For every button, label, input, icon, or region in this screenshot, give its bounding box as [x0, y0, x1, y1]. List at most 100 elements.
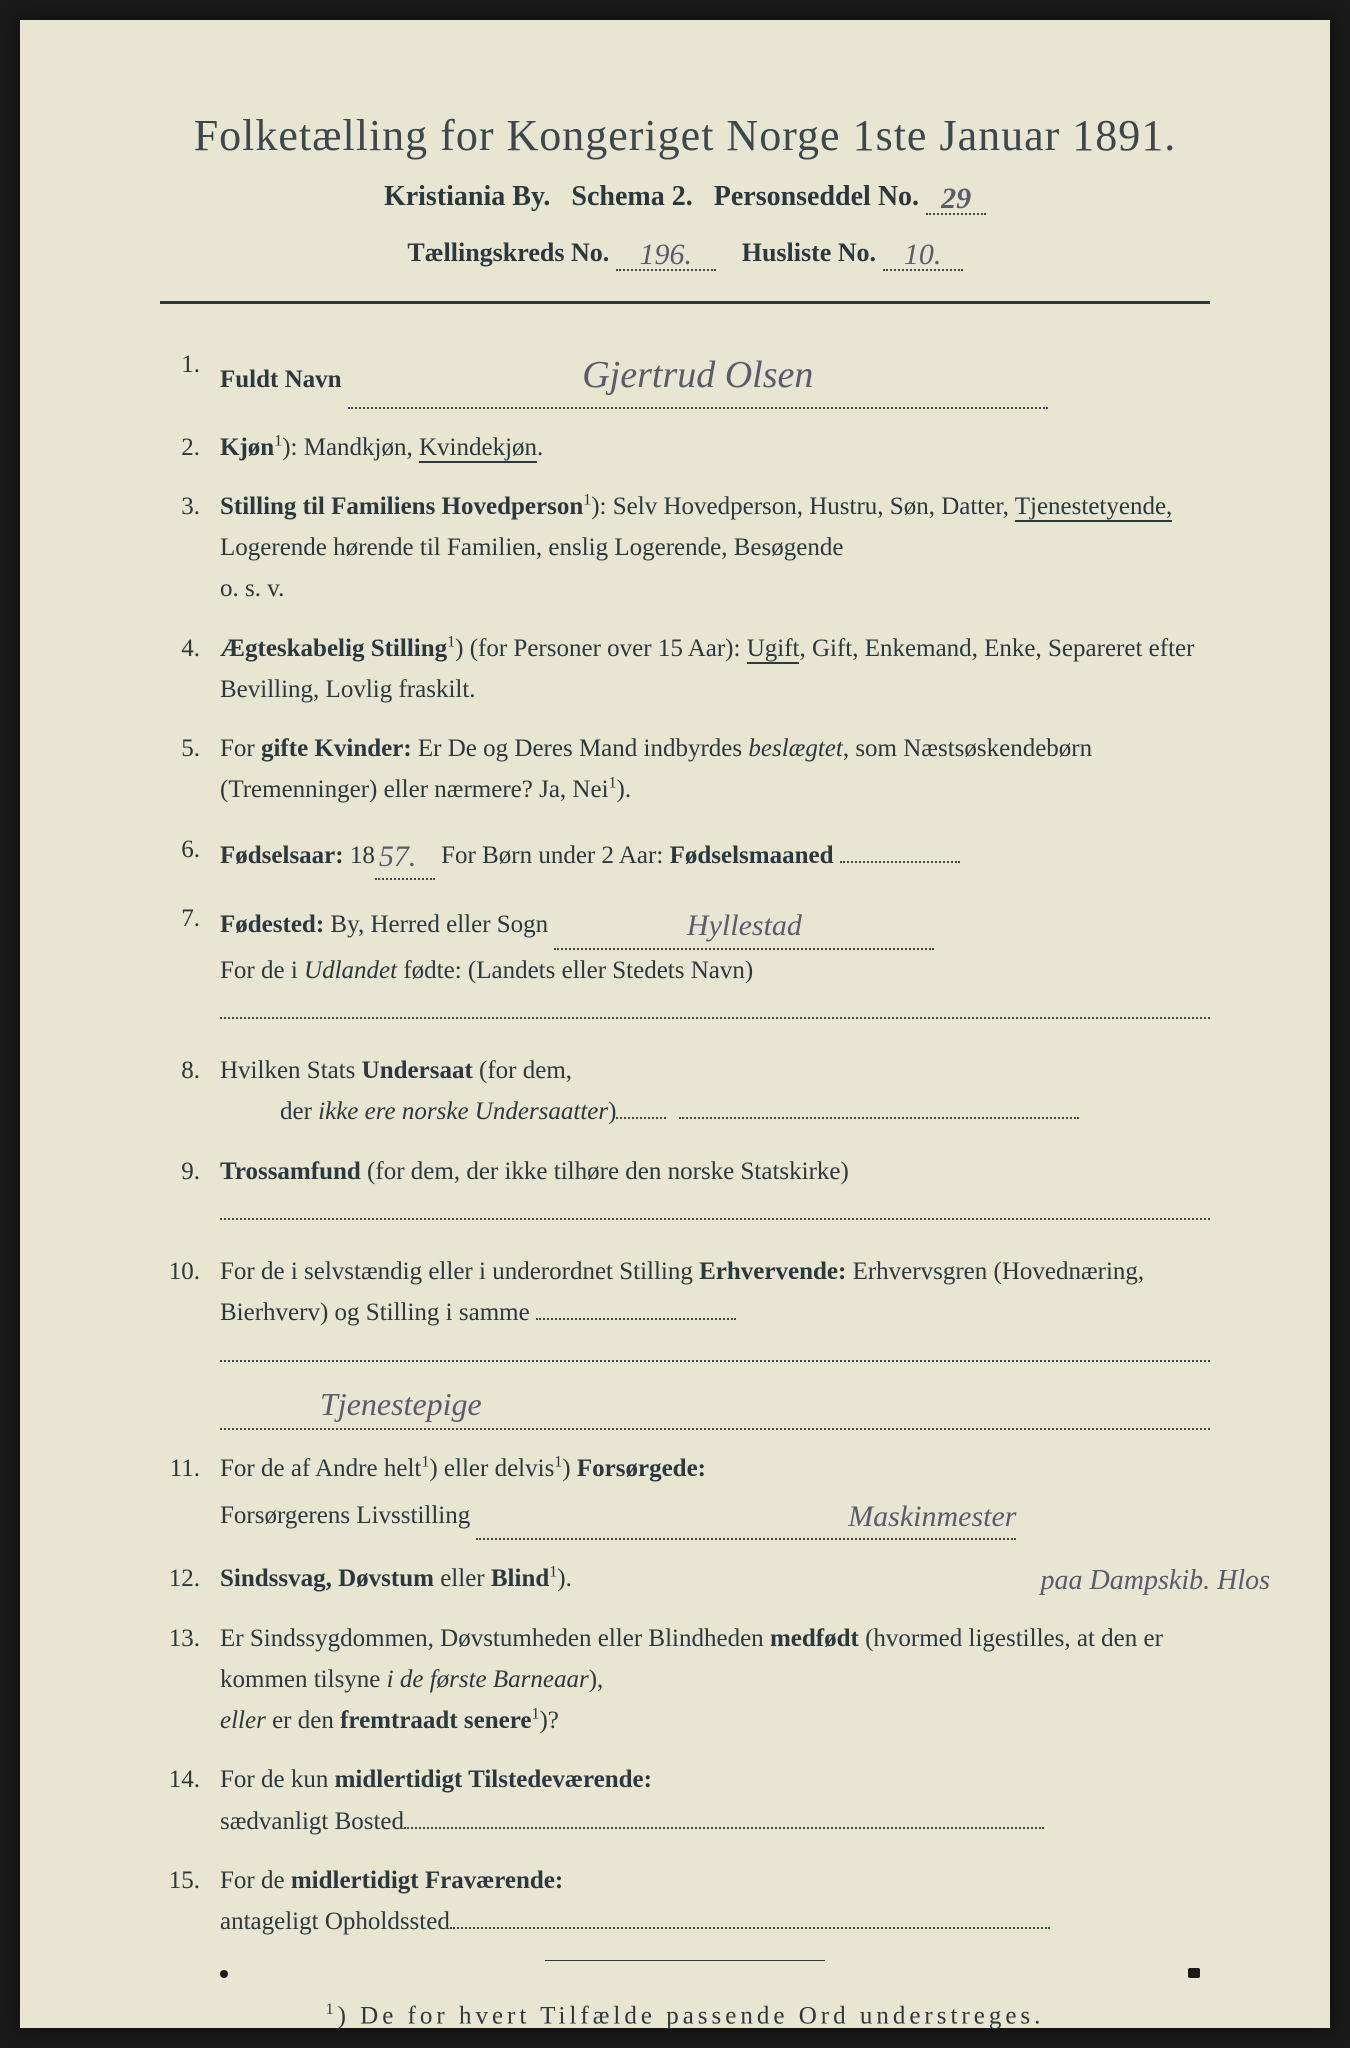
- text-b: .: [537, 434, 543, 461]
- footnote-rule: [545, 1960, 825, 1961]
- text2: Logerende hørende til Familien, enslig L…: [220, 534, 843, 561]
- em: ikke ere norske Undersaatter: [318, 1098, 608, 1125]
- seddel-no-field: 29: [926, 179, 986, 215]
- label: Stilling til Familiens Hovedperson: [220, 493, 583, 520]
- sup: 1: [609, 775, 617, 792]
- em: i de første Barneaar: [387, 1666, 589, 1693]
- text2: ) eller delvis: [429, 1455, 554, 1482]
- text4: ): [608, 1098, 616, 1125]
- text4: er den: [266, 1707, 340, 1734]
- label2: Blind: [491, 1565, 549, 1592]
- label: Fuldt Navn: [220, 366, 342, 393]
- text3: ),: [589, 1666, 604, 1693]
- item-num: 6.: [160, 829, 220, 881]
- stilling-selected: Tjenestetyende,: [1015, 493, 1173, 522]
- em2: eller: [220, 1707, 266, 1734]
- disability-note: paa Dampskib. Hlos: [1041, 1558, 1270, 1604]
- provider-field: Maskinmester: [476, 1489, 1016, 1541]
- label: Kjøn: [220, 434, 274, 461]
- indent-row: der ikke ere norske Undersaatter): [220, 1098, 1079, 1125]
- text2: (for dem,: [473, 1057, 572, 1084]
- schema: Schema 2.: [571, 181, 692, 212]
- em: Udlandet: [304, 957, 397, 984]
- text3: fødte: (Landets eller Stedets Navn): [397, 957, 753, 984]
- subheader-row: Tællingskreds No. 196. Husliste No. 10.: [160, 235, 1210, 271]
- item-6: 6. Fødselsaar: 1857. For Børn under 2 Aa…: [160, 829, 1210, 881]
- label: Trossamfund: [220, 1158, 361, 1185]
- item-5: 5. For gifte Kvinder: Er De og Deres Man…: [160, 728, 1210, 811]
- text-a: For: [220, 735, 261, 762]
- item-num: 10.: [160, 1251, 220, 1430]
- item-num: 15.: [160, 1860, 220, 1943]
- item-8: 8. Hvilken Stats Undersaat (for dem, der…: [160, 1050, 1210, 1133]
- text2: For de i: [220, 957, 304, 984]
- text: Hvilken Stats: [220, 1057, 362, 1084]
- husliste-no: 10.: [904, 238, 942, 271]
- text2: ).: [557, 1565, 572, 1592]
- residence-field: [404, 1827, 1044, 1829]
- birthplace-value: Hyllestad: [687, 909, 802, 942]
- text: For de af Andre helt: [220, 1455, 421, 1482]
- item-13: 13. Er Sindssygdommen, Døvstumheden elle…: [160, 1618, 1210, 1742]
- footnote-sup: 1: [326, 2001, 338, 2018]
- occ-value: Tjenestepige: [320, 1386, 482, 1422]
- birthplace-line2: [220, 999, 1210, 1019]
- form-items: 1. Fuldt Navn Gjertrud Olsen 2. Kjøn1): …: [160, 344, 1210, 1942]
- item-content: For de kun midlertidigt Tilstedeværende:…: [220, 1759, 1210, 1842]
- kreds-no-field: 196.: [616, 235, 716, 271]
- item-content: Ægteskabelig Stilling1) (for Personer ov…: [220, 628, 1210, 711]
- month-field: [840, 861, 960, 863]
- item-num: 12.: [160, 1558, 220, 1599]
- item-7: 7. Fødested: By, Herred eller Sogn Hylle…: [160, 898, 1210, 1032]
- whereabouts-field: [450, 1927, 1050, 1929]
- husliste-no-field: 10.: [883, 235, 963, 271]
- item-content: Kjøn1): Mandkjøn, Kvindekjøn.: [220, 427, 1210, 468]
- provider-value: Maskinmester: [848, 1500, 1016, 1533]
- religion-field: [220, 1200, 1210, 1220]
- item-num: 8.: [160, 1050, 220, 1133]
- occ-line2: [220, 1342, 1210, 1362]
- text: ) (for Personer over 15 Aar):: [455, 635, 747, 662]
- item-num: 13.: [160, 1618, 220, 1742]
- item-content: Fuldt Navn Gjertrud Olsen: [220, 344, 1210, 409]
- header-rule: [160, 301, 1210, 304]
- name-field: Gjertrud Olsen: [348, 344, 1048, 409]
- text: (for dem, der ikke tilhøre den norske St…: [361, 1158, 849, 1185]
- item-content: Fødselsaar: 1857. For Børn under 2 Aar: …: [220, 829, 1210, 881]
- label: Erhvervende:: [699, 1258, 846, 1285]
- city: Kristiania By.: [384, 181, 550, 212]
- text3: o. s. v.: [220, 575, 284, 602]
- item-content: Er Sindssygdommen, Døvstumheden eller Bl…: [220, 1618, 1210, 1742]
- census-form-page: Folketælling for Kongeriget Norge 1ste J…: [20, 20, 1330, 2028]
- item-content: For de i selvstændig eller i underordnet…: [220, 1251, 1210, 1430]
- year-field: 57.: [375, 829, 435, 881]
- dot-a: [616, 1117, 666, 1119]
- text2: antageligt Opholdssted: [220, 1908, 450, 1935]
- text: For de i selvstændig eller i underordnet…: [220, 1258, 699, 1285]
- text: For Børn under 2 Aar:: [435, 842, 670, 869]
- subtitle-row: Kristiania By. Schema 2. Personseddel No…: [160, 179, 1210, 215]
- text: For de: [220, 1867, 291, 1894]
- text2: sædvanligt Bosted: [220, 1808, 404, 1835]
- text: For de kun: [220, 1766, 335, 1793]
- label2: Fødselsmaaned: [670, 842, 834, 869]
- item-content: Trossamfund (for dem, der ikke tilhøre d…: [220, 1151, 1210, 1234]
- item-num: 9.: [160, 1151, 220, 1234]
- label: Fødselsaar:: [220, 842, 344, 869]
- main-title: Folketælling for Kongeriget Norge 1ste J…: [160, 110, 1210, 161]
- item-content: Fødested: By, Herred eller Sogn Hyllesta…: [220, 898, 1210, 1032]
- seddel-label: Personseddel No.: [714, 181, 919, 212]
- prefix: 18: [344, 842, 375, 869]
- item-14: 14. For de kun midlertidigt Tilstedevære…: [160, 1759, 1210, 1842]
- item-1: 1. Fuldt Navn Gjertrud Olsen: [160, 344, 1210, 409]
- kreds-no: 196.: [639, 238, 692, 271]
- label: Undersaat: [362, 1057, 473, 1084]
- item-content: Hvilken Stats Undersaat (for dem, der ik…: [220, 1050, 1210, 1133]
- item-num: 5.: [160, 728, 220, 811]
- item-content: For de midlertidigt Fraværende: antageli…: [220, 1860, 1210, 1943]
- occ-line1: [536, 1318, 736, 1320]
- text3: der: [280, 1098, 318, 1125]
- label2: fremtraadt senere: [340, 1707, 531, 1734]
- text4: Forsørgerens Livsstilling: [220, 1502, 470, 1529]
- kjon-selected: Kvindekjøn: [419, 434, 537, 463]
